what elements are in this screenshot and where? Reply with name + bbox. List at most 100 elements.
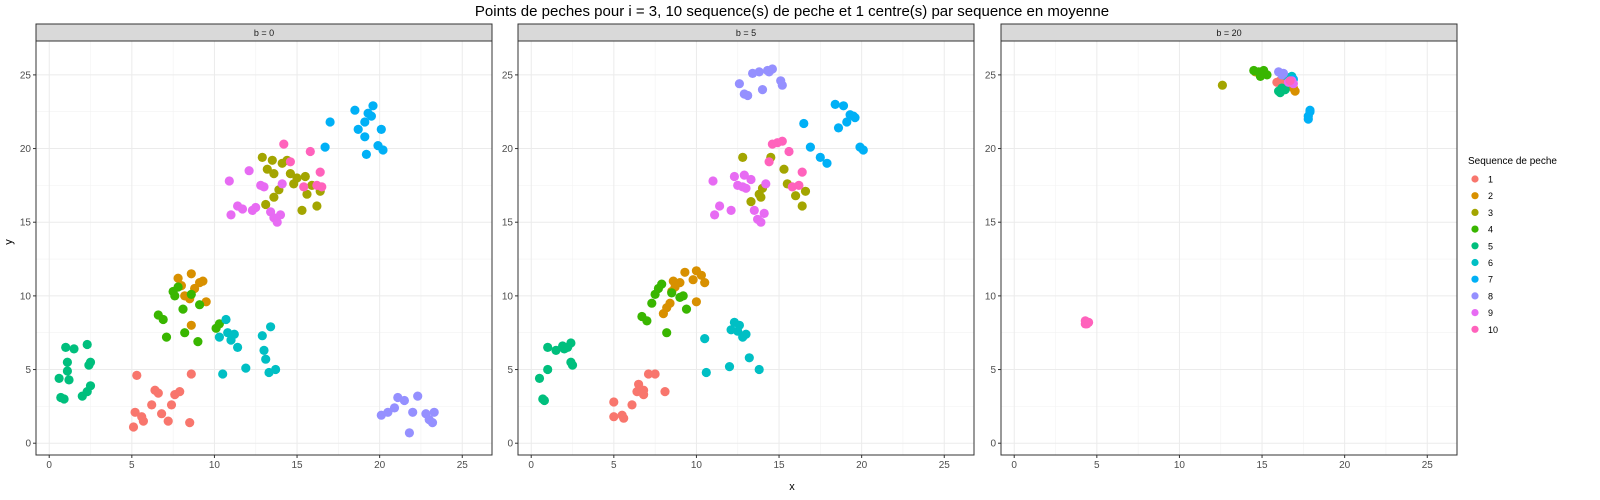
panel-strip-label: b = 20 bbox=[1216, 28, 1241, 38]
point-seq-10 bbox=[794, 180, 804, 190]
point-seq-4 bbox=[667, 288, 677, 298]
point-seq-5 bbox=[54, 373, 64, 383]
point-seq-7 bbox=[361, 149, 371, 159]
point-seq-3 bbox=[261, 199, 271, 210]
point-seq-2 bbox=[675, 278, 685, 288]
point-seq-6 bbox=[241, 363, 251, 373]
point-seq-9 bbox=[739, 170, 749, 180]
point-seq-6 bbox=[221, 314, 231, 325]
point-seq-3 bbox=[312, 201, 322, 211]
point-seq-10 bbox=[279, 139, 289, 149]
point-seq-1 bbox=[609, 397, 619, 407]
point-seq-2 bbox=[173, 273, 183, 283]
point-seq-5 bbox=[62, 357, 72, 367]
point-seq-5 bbox=[1280, 85, 1290, 95]
point-seq-3 bbox=[738, 152, 748, 162]
point-seq-7 bbox=[833, 123, 844, 133]
legend-key-1 bbox=[1471, 175, 1479, 183]
point-seq-6 bbox=[229, 329, 239, 339]
point-seq-3 bbox=[257, 152, 267, 162]
point-seq-8 bbox=[399, 395, 409, 406]
point-seq-8 bbox=[429, 407, 439, 417]
point-seq-1 bbox=[166, 400, 177, 410]
point-seq-4 bbox=[186, 289, 196, 299]
point-seq-7 bbox=[376, 124, 386, 134]
point-seq-4 bbox=[161, 332, 172, 342]
y-tick-label: 25 bbox=[985, 70, 997, 81]
point-seq-9 bbox=[746, 174, 756, 185]
points bbox=[54, 101, 439, 438]
point-seq-6 bbox=[261, 354, 271, 364]
point-seq-7 bbox=[1305, 105, 1315, 115]
y-tick-label: 20 bbox=[20, 144, 32, 155]
point-seq-3 bbox=[292, 173, 302, 183]
point-seq-8 bbox=[408, 407, 418, 417]
point-seq-9 bbox=[749, 205, 759, 215]
point-seq-3 bbox=[267, 155, 277, 165]
point-seq-7 bbox=[838, 101, 849, 111]
point-seq-10 bbox=[285, 157, 295, 167]
point-seq-8 bbox=[404, 428, 414, 438]
point-seq-8 bbox=[767, 64, 778, 74]
point-seq-8 bbox=[757, 85, 768, 95]
y-tick-label: 5 bbox=[25, 365, 31, 376]
point-seq-5 bbox=[566, 338, 576, 348]
point-seq-9 bbox=[224, 176, 234, 186]
legend-label-9: 9 bbox=[1488, 308, 1493, 318]
y-tick-label: 10 bbox=[985, 291, 997, 302]
point-seq-4 bbox=[647, 298, 657, 308]
legend-label-8: 8 bbox=[1488, 291, 1493, 301]
y-axis-title: y bbox=[3, 239, 15, 245]
y-tick-label: 25 bbox=[502, 70, 514, 81]
legend-key-9 bbox=[1471, 309, 1479, 317]
point-seq-9 bbox=[251, 202, 261, 213]
point-seq-2 bbox=[186, 320, 196, 330]
y-tick-label: 10 bbox=[502, 291, 514, 302]
x-tick-label: 15 bbox=[773, 460, 785, 471]
point-seq-1 bbox=[643, 369, 654, 379]
point-seq-7 bbox=[366, 111, 376, 121]
point-seq-3 bbox=[300, 171, 310, 182]
point-seq-6 bbox=[754, 364, 764, 375]
legend-label-5: 5 bbox=[1488, 241, 1493, 251]
point-seq-2 bbox=[688, 275, 698, 285]
point-seq-7 bbox=[360, 132, 370, 142]
point-seq-7 bbox=[1303, 114, 1313, 124]
x-tick-label: 10 bbox=[691, 460, 703, 471]
point-seq-8 bbox=[427, 418, 438, 428]
point-seq-5 bbox=[59, 394, 69, 404]
point-seq-3 bbox=[262, 164, 272, 174]
point-seq-1 bbox=[185, 418, 195, 428]
legend-key-7 bbox=[1471, 275, 1479, 283]
point-seq-7 bbox=[320, 142, 330, 152]
point-seq-9 bbox=[244, 166, 254, 176]
point-seq-10 bbox=[764, 157, 774, 167]
point-seq-7 bbox=[830, 99, 840, 109]
point-seq-7 bbox=[858, 145, 868, 155]
point-seq-1 bbox=[157, 409, 167, 419]
point-seq-2 bbox=[691, 297, 702, 307]
point-seq-1 bbox=[627, 400, 637, 410]
x-tick-label: 25 bbox=[939, 460, 951, 471]
panel-background bbox=[36, 41, 492, 455]
point-seq-9 bbox=[277, 179, 287, 189]
point-seq-6 bbox=[700, 334, 710, 344]
point-seq-8 bbox=[389, 403, 400, 413]
point-seq-2 bbox=[198, 276, 208, 286]
point-seq-3 bbox=[302, 189, 312, 199]
y-tick-label: 15 bbox=[20, 218, 32, 229]
point-seq-2 bbox=[700, 278, 710, 288]
point-seq-9 bbox=[708, 176, 718, 186]
y-tick-label: 15 bbox=[985, 218, 997, 229]
x-tick-label: 20 bbox=[374, 460, 386, 471]
legend-key-6 bbox=[1471, 258, 1479, 267]
x-tick-label: 5 bbox=[129, 460, 135, 471]
point-seq-3 bbox=[297, 205, 307, 215]
point-seq-6 bbox=[724, 362, 735, 372]
legend-key-8 bbox=[1471, 292, 1479, 300]
x-tick-label: 5 bbox=[611, 460, 617, 471]
point-seq-10 bbox=[305, 146, 315, 157]
point-seq-7 bbox=[378, 145, 388, 155]
point-seq-2 bbox=[665, 298, 675, 308]
legend-label-2: 2 bbox=[1488, 191, 1493, 201]
